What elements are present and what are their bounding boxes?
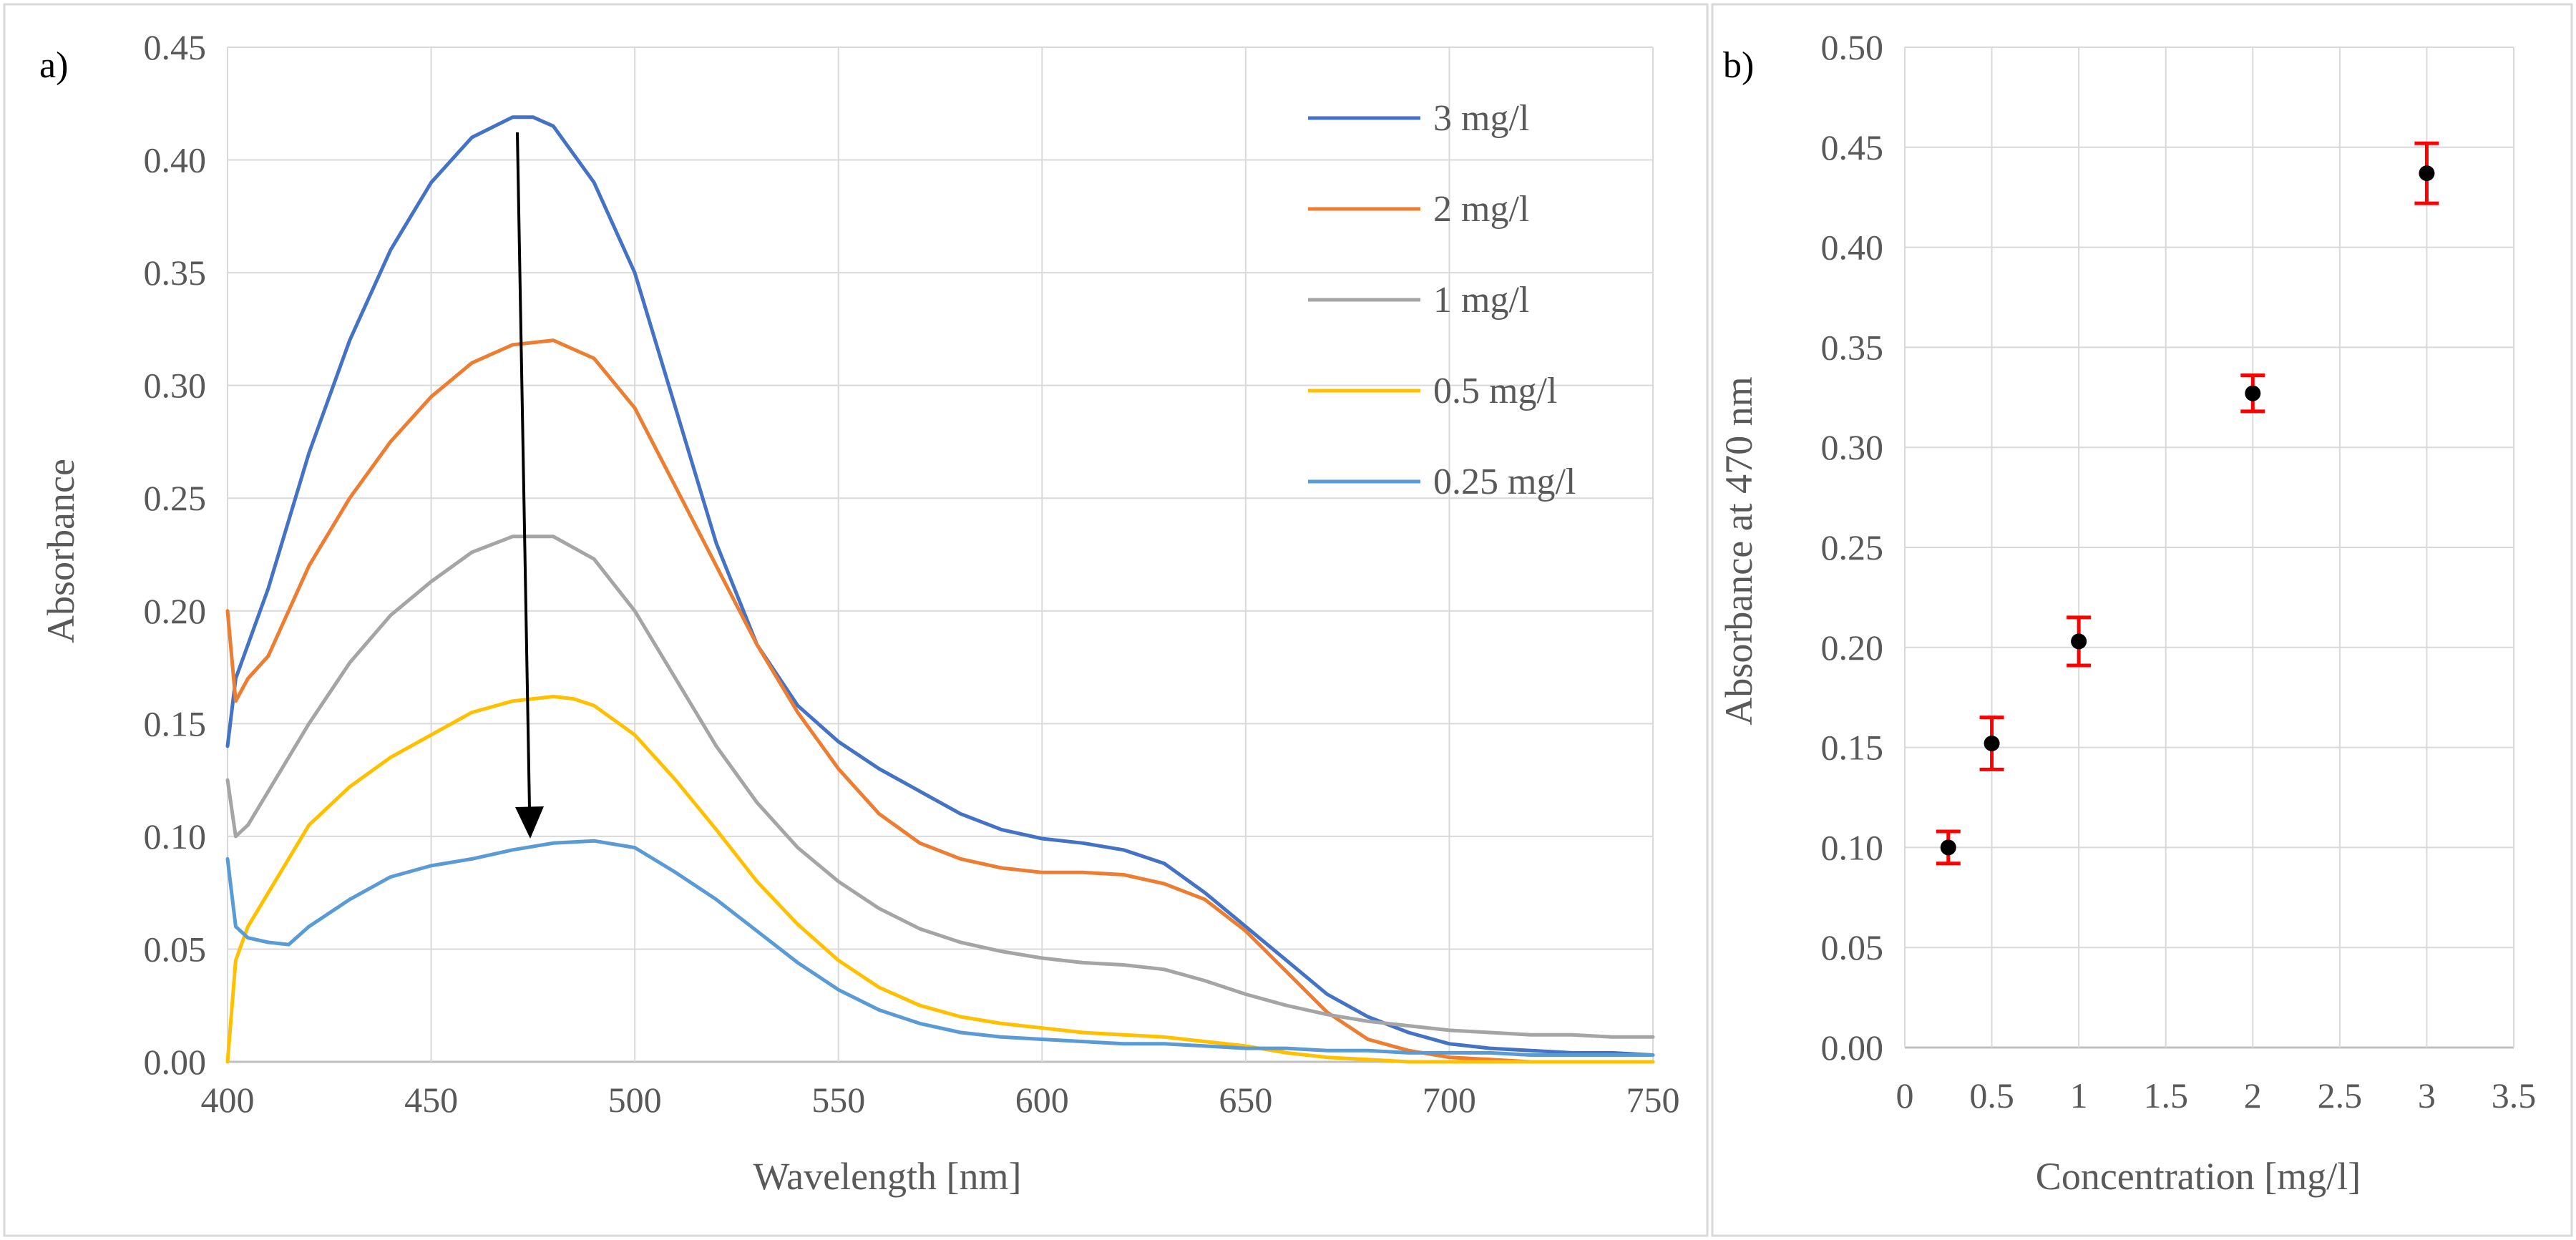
- panel-a-x-tick-label: 500: [608, 1080, 662, 1120]
- panel-a-y-tick-label: 0.20: [144, 591, 207, 631]
- data-point: [1984, 736, 2000, 752]
- panel-a-y-tick-label: 0.45: [144, 27, 207, 67]
- panel-a-x-tick-labels: 400 450 500 550 600 650 700 750: [201, 1080, 1680, 1120]
- series-line-0-5-mg-l: [225, 695, 1655, 1064]
- series-line-1-mg-l: [225, 534, 1655, 1039]
- panel-a-x-tick-label: 700: [1423, 1080, 1476, 1120]
- panel-a-y-tick-labels: 0.00 0.05 0.10 0.15 0.20 0.25 0.30 0.35 0.40 0.45: [144, 27, 207, 1082]
- series-line-0-25-mg-l: [225, 839, 1655, 1057]
- panel-b-y-tick-label: 0.50: [1821, 27, 1884, 67]
- legend-label: 0.5 mg/l: [1433, 371, 1557, 411]
- arrow-head: [515, 806, 544, 839]
- panel-a-y-tick-label: 0.05: [144, 929, 207, 969]
- panel-a-gridlines: [227, 47, 1654, 1063]
- panel-b-y-tick-label: 0.25: [1821, 527, 1884, 567]
- panel-a: a) 0.000.050.100.150.200.250.300.350.400…: [3, 3, 1709, 1237]
- panel-b-gridlines: [1904, 47, 2514, 1049]
- panel-a-frame: [3, 3, 1709, 1237]
- panel-b-y-tick-label: 0.35: [1821, 327, 1884, 367]
- panel-a-y-tick-label: 0.25: [144, 478, 207, 518]
- panel-a-x-axis-title: Wavelength [nm]: [753, 1155, 1021, 1198]
- panel-b-x-tick-label: 3: [2418, 1075, 2436, 1115]
- arrow-shaft: [516, 132, 531, 809]
- panel-b-y-tick-label: 0.40: [1821, 228, 1884, 268]
- panel-a-y-tick-label: 0.35: [144, 253, 207, 293]
- series-line-2-mg-l: [225, 338, 1655, 1064]
- data-point: [2245, 385, 2261, 401]
- data-point: [2071, 633, 2087, 650]
- panel-b-x-axis-title: Concentration [mg/l]: [2036, 1155, 2361, 1198]
- panel-b-label: b): [1723, 45, 1754, 86]
- panel-b-y-tick-label: 0.05: [1821, 927, 1884, 967]
- panel-b-points: [1940, 165, 2435, 856]
- legend-label: 0.25 mg/l: [1433, 462, 1576, 502]
- panel-b-x-tick-label: 0.5: [1969, 1075, 2014, 1115]
- panel-a-series-group: [225, 115, 1655, 1064]
- panel-b-y-tick-label: 0.10: [1821, 827, 1884, 867]
- legend-label: 2 mg/l: [1433, 189, 1529, 230]
- panel-b-x-tick-label: 2: [2244, 1075, 2262, 1115]
- panel-b-y-tick-label: 0.00: [1821, 1027, 1884, 1068]
- panel-b-x-tick-label: 0: [1896, 1075, 1914, 1115]
- panel-a-x-tick-label: 600: [1015, 1080, 1069, 1120]
- series-line-3-mg-l: [225, 115, 1655, 1057]
- panel-b-x-tick-label: 1.5: [2143, 1075, 2188, 1115]
- panel-b-frame: [1711, 3, 2573, 1237]
- panel-b-x-tick-label: 3.5: [2492, 1075, 2537, 1115]
- panel-a-y-tick-label: 0.00: [144, 1042, 207, 1082]
- panel-a-y-tick-label: 0.15: [144, 703, 207, 743]
- panel-a-label: a): [39, 45, 68, 86]
- panel-a-x-tick-label: 400: [201, 1080, 255, 1120]
- legend-label: 3 mg/l: [1433, 98, 1529, 139]
- panel-b-y-axis-title: Absorbance at 470 nm: [1717, 376, 1760, 725]
- panel-b-y-tick-label: 0.45: [1821, 127, 1884, 167]
- panel-a-y-tick-label: 0.30: [144, 366, 207, 406]
- panel-b-y-tick-labels: 0.00 0.05 0.10 0.15 0.20 0.25 0.30 0.35 0.40 0.45…: [1821, 27, 1884, 1068]
- panel-a-y-tick-label: 0.10: [144, 816, 207, 856]
- panel-a-y-axis-title: Absorbance: [39, 459, 82, 643]
- panel-b: b) 0.000.050.100.150.200.250.300.350.400…: [1711, 3, 2573, 1237]
- panel-b-y-tick-label: 0.30: [1821, 427, 1884, 467]
- panel-b-x-tick-label: 1: [2070, 1075, 2088, 1115]
- panel-b-y-tick-label: 0.15: [1821, 728, 1884, 768]
- panel-a-x-tick-label: 450: [404, 1080, 458, 1120]
- panel-b-x-tick-label: 2.5: [2318, 1075, 2363, 1115]
- data-point: [2419, 165, 2435, 182]
- legend-label: 1 mg/l: [1433, 280, 1529, 321]
- panel-b-x-tick-labels: 0 0.5 1 1.5 2 2.5 3 3.5: [1896, 1075, 2537, 1115]
- panel-a-y-tick-label: 0.40: [144, 140, 207, 180]
- panel-b-y-tick-label: 0.20: [1821, 628, 1884, 668]
- data-point: [1940, 839, 1956, 856]
- panel-a-x-tick-label: 750: [1626, 1080, 1680, 1120]
- panel-a-legend: 3 mg/l 2 mg/l 1 mg/l 0.5 mg/l 0.25 mg/l: [1308, 98, 1576, 502]
- panel-a-annotation-arrow: [515, 132, 544, 839]
- panel-a-x-tick-label: 650: [1219, 1080, 1272, 1120]
- panel-a-x-tick-label: 550: [811, 1080, 865, 1120]
